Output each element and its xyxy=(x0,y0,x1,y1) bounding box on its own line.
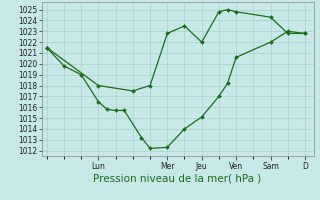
X-axis label: Pression niveau de la mer( hPa ): Pression niveau de la mer( hPa ) xyxy=(93,173,262,183)
